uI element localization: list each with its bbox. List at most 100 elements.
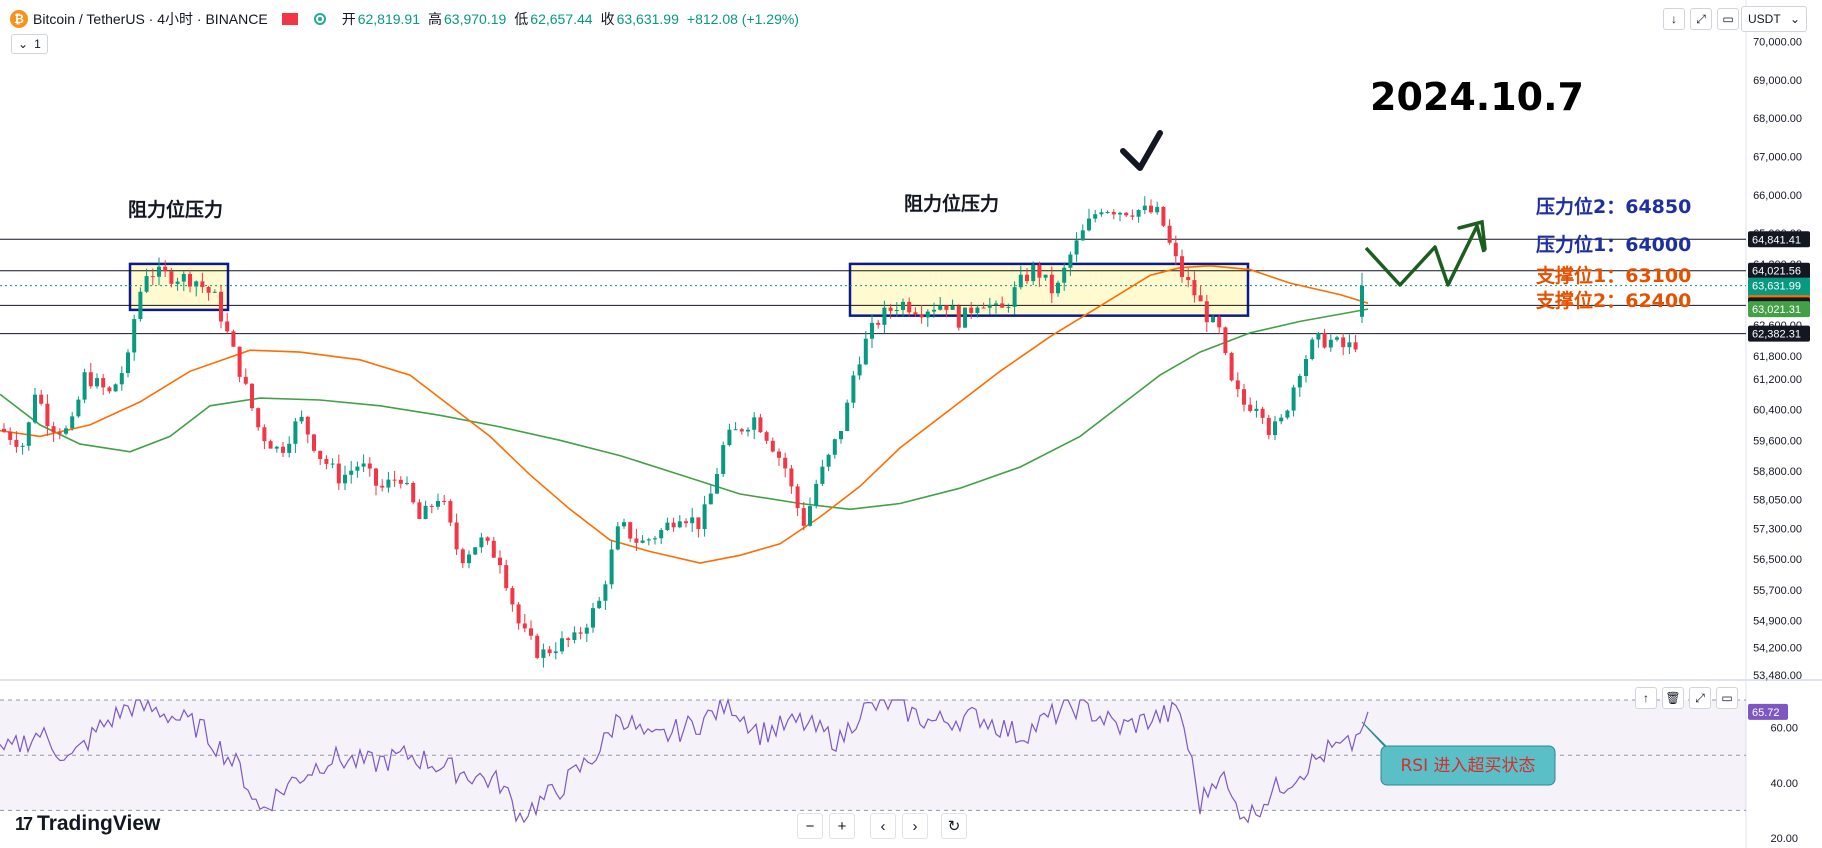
candle-body <box>14 439 19 447</box>
candle-body <box>436 500 440 507</box>
candle-body <box>715 474 719 494</box>
candle-body <box>417 502 422 519</box>
candle-body <box>721 445 726 475</box>
pane-delete-button[interactable]: 🗑 <box>1662 687 1684 709</box>
candle-body <box>659 530 664 539</box>
candle-body <box>764 432 769 441</box>
candle-body <box>144 276 149 292</box>
price-tick: 53,480.00 <box>1753 670 1802 682</box>
candle-body <box>1347 342 1352 348</box>
scroll-down-button[interactable]: ↓ <box>1663 8 1685 30</box>
currency-select[interactable]: USDT ⌄ <box>1741 6 1807 32</box>
candle-body <box>684 521 688 524</box>
candle-body <box>671 522 676 528</box>
candle-body <box>250 383 254 409</box>
zone-label-mid: 阻力位压力 <box>904 192 999 215</box>
tradingview-logo[interactable]: 17 TradingView <box>15 812 160 836</box>
candle-body <box>615 526 620 550</box>
reset-icon: ↻ <box>947 818 961 835</box>
candle-body <box>454 522 459 550</box>
pane-layout-button[interactable]: ▭ <box>1716 687 1738 709</box>
candle-body <box>318 450 323 459</box>
rsi-badge-label: 65.72 <box>1752 707 1780 719</box>
price-badge-label: 64,841.41 <box>1752 234 1801 246</box>
pane-up-button[interactable]: ↑ <box>1635 687 1657 709</box>
candle-body <box>287 443 292 453</box>
candle-body <box>1328 339 1333 348</box>
price-tick: 57,300.00 <box>1753 523 1802 535</box>
candle-body <box>758 417 763 433</box>
price-tick: 58,050.00 <box>1753 495 1802 507</box>
candle-body <box>405 482 409 484</box>
candle-body <box>1223 327 1228 354</box>
price-axis[interactable]: 70,000.00 69,000.00 68,000.00 67,000.00 66,0… <box>1748 37 1810 845</box>
candle-body <box>33 394 37 423</box>
candle-body <box>1056 282 1060 294</box>
symbol-title[interactable]: Bitcoin / TetherUS · 4小时 · BINANCE <box>33 11 268 27</box>
arrow-up-icon: ↑ <box>1643 691 1649 705</box>
candle-body <box>219 291 223 322</box>
candle-body <box>1353 342 1358 350</box>
candle-body <box>119 373 124 385</box>
level-label-resistance2: 压力位2：64850 <box>1536 195 1691 218</box>
candle-body <box>274 446 279 449</box>
candle-body <box>876 322 881 325</box>
candle-body <box>1279 417 1284 422</box>
rsi-callout-box <box>1380 745 1556 786</box>
candle-body <box>1204 301 1209 323</box>
flag-icon[interactable] <box>281 13 298 25</box>
candle-body <box>1310 339 1315 359</box>
trash-icon: 🗑 <box>1665 691 1681 705</box>
reset-navigation: ↻ <box>941 813 967 839</box>
zoom-out-button[interactable]: − <box>797 813 823 839</box>
level-label-support1: 支撑位1：63100 <box>1535 264 1691 287</box>
candle-body <box>1235 380 1240 390</box>
candle-body <box>1254 408 1259 411</box>
zoom-in-button[interactable]: + <box>829 813 855 839</box>
candle-body <box>1105 211 1110 213</box>
indicator-toggle[interactable]: ⌄ 1 <box>11 34 48 54</box>
candle-body <box>39 394 44 404</box>
candle-body <box>932 309 936 312</box>
pane-expand-button[interactable]: ⤢ <box>1689 687 1711 709</box>
price-tick: 54,200.00 <box>1753 642 1802 654</box>
candle-body <box>491 540 496 558</box>
candle-body <box>752 417 757 430</box>
candle-body <box>622 522 626 527</box>
candle-body <box>343 474 347 484</box>
candle-body <box>200 281 205 288</box>
candle-body <box>231 331 236 347</box>
price-badge-label: 63,631.99 <box>1752 281 1801 293</box>
candle-body <box>1167 225 1172 243</box>
date-label: 2024.10.7 <box>1370 75 1584 119</box>
candle-body <box>1012 287 1017 307</box>
rsi-tick: 60.00 <box>1770 723 1798 735</box>
candle-body <box>547 649 552 654</box>
candle-body <box>789 468 794 487</box>
candle-body <box>566 638 571 641</box>
scroll-left-button[interactable]: ‹ <box>870 813 896 839</box>
candle-body <box>2 428 6 432</box>
candle-body <box>1304 358 1308 376</box>
scroll-right-button[interactable]: › <box>902 813 928 839</box>
candle-body <box>1068 254 1073 268</box>
currency-label: USDT <box>1748 12 1781 26</box>
layout-button[interactable]: ▭ <box>1717 8 1739 30</box>
candle-body <box>1000 303 1005 308</box>
candle-body <box>529 628 533 636</box>
candle-body <box>777 451 781 458</box>
candle-body <box>1291 387 1296 411</box>
price-tick: 70,000.00 <box>1753 37 1802 49</box>
level-label-resistance1: 压力位1：64000 <box>1536 233 1691 256</box>
zone-label-left: 阻力位压力 <box>128 198 223 221</box>
candle-body <box>225 321 230 332</box>
candle-body <box>510 588 515 605</box>
reset-chart-button[interactable]: ↻ <box>941 813 967 839</box>
candle-body <box>634 538 639 543</box>
candle-body <box>1118 212 1122 215</box>
candle-body <box>553 651 558 654</box>
candle-body <box>175 281 180 284</box>
candle-body <box>1136 210 1141 217</box>
expand-button[interactable]: ⤢ <box>1690 8 1712 30</box>
